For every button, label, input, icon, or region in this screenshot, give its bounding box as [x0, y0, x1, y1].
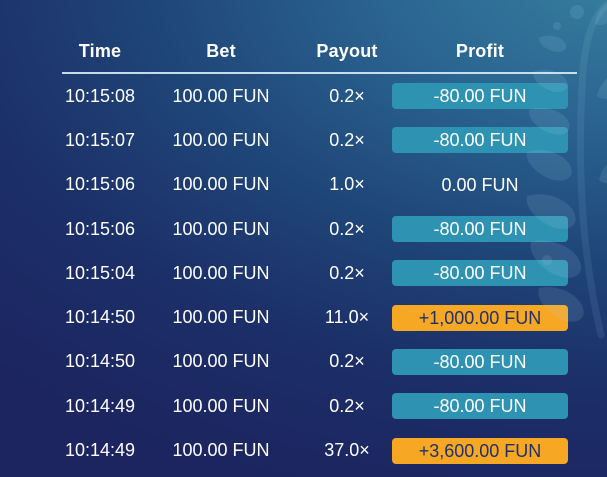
- cell-profit: -80.00 FUN: [392, 260, 568, 287]
- cell-profit: +1,000.00 FUN: [392, 304, 568, 331]
- profit-badge: +3,600.00 FUN: [392, 437, 568, 464]
- cell-profit: -80.00 FUN: [392, 216, 568, 243]
- cell-bet: 100.00 FUN: [172, 129, 270, 150]
- profit-badge: -80.00 FUN: [392, 216, 568, 243]
- cell-time: 10:15:07: [64, 129, 136, 150]
- history-row: 10:15:04 100.00 FUN 0.2× -80.00 FUN: [0, 251, 607, 295]
- cell-payout: 0.2×: [329, 351, 365, 372]
- cell-profit: +3,600.00 FUN: [392, 437, 568, 464]
- cell-payout: 11.0×: [324, 307, 370, 328]
- history-row: 10:15:07 100.00 FUN 0.2× -80.00 FUN: [0, 118, 607, 162]
- cell-bet: 100.00 FUN: [172, 85, 270, 106]
- history-row: 10:14:50 100.00 FUN 0.2× -80.00 FUN: [0, 340, 607, 384]
- history-header: Time Bet Payout Profit: [0, 0, 607, 72]
- history-row: 10:15:06 100.00 FUN 1.0× 0.00 FUN: [0, 163, 607, 207]
- history-row: 10:14:49 100.00 FUN 0.2× -80.00 FUN: [0, 384, 607, 428]
- profit-badge: -80.00 FUN: [392, 260, 568, 287]
- cell-bet: 100.00 FUN: [172, 440, 270, 461]
- cell-profit: -80.00 FUN: [392, 127, 568, 154]
- cell-payout: 0.2×: [329, 262, 365, 283]
- cell-profit: 0.00 FUN: [392, 172, 568, 198]
- cell-time: 10:15:04: [64, 262, 136, 283]
- cell-time: 10:14:49: [64, 440, 136, 461]
- profit-badge: -80.00 FUN: [392, 127, 568, 154]
- column-header-bet: Bet: [206, 41, 236, 61]
- history-row: 10:14:50 100.00 FUN 11.0× +1,000.00 FUN: [0, 295, 607, 339]
- history-row: 10:15:08 100.00 FUN 0.2× -80.00 FUN: [0, 74, 607, 118]
- cell-bet: 100.00 FUN: [172, 395, 270, 416]
- cell-payout: 37.0×: [324, 440, 370, 461]
- cell-bet: 100.00 FUN: [172, 351, 270, 372]
- profit-badge: -80.00 FUN: [392, 83, 568, 110]
- column-header-time: Time: [78, 41, 122, 61]
- cell-time: 10:14:49: [64, 395, 136, 416]
- profit-badge: -80.00 FUN: [392, 348, 568, 375]
- profit-badge: +1,000.00 FUN: [392, 304, 568, 331]
- column-header-profit: Profit: [455, 41, 505, 61]
- cell-bet: 100.00 FUN: [172, 262, 270, 283]
- cell-time: 10:15:06: [64, 218, 136, 239]
- profit-badge: 0.00 FUN: [441, 174, 519, 195]
- cell-payout: 0.2×: [329, 129, 365, 150]
- cell-bet: 100.00 FUN: [172, 307, 270, 328]
- cell-time: 10:15:06: [64, 174, 136, 195]
- cell-time: 10:14:50: [64, 351, 136, 372]
- cell-profit: -80.00 FUN: [392, 348, 568, 375]
- cell-bet: 100.00 FUN: [172, 218, 270, 239]
- cell-time: 10:15:08: [64, 85, 136, 106]
- profit-badge: -80.00 FUN: [392, 393, 568, 420]
- column-header-payout: Payout: [316, 41, 378, 61]
- header-divider: [62, 72, 577, 74]
- cell-payout: 0.2×: [329, 395, 365, 416]
- cell-payout: 1.0×: [329, 174, 365, 195]
- cell-time: 10:14:50: [64, 307, 136, 328]
- cell-bet: 100.00 FUN: [172, 174, 270, 195]
- history-row: 10:15:06 100.00 FUN 0.2× -80.00 FUN: [0, 207, 607, 251]
- cell-payout: 0.2×: [329, 85, 365, 106]
- cell-payout: 0.2×: [329, 218, 365, 239]
- cell-profit: -80.00 FUN: [392, 393, 568, 420]
- cell-profit: -80.00 FUN: [392, 83, 568, 110]
- history-rows: 10:15:08 100.00 FUN 0.2× -80.00 FUN 10:1…: [0, 72, 607, 473]
- history-row: 10:14:49 100.00 FUN 37.0× +3,600.00 FUN: [0, 428, 607, 472]
